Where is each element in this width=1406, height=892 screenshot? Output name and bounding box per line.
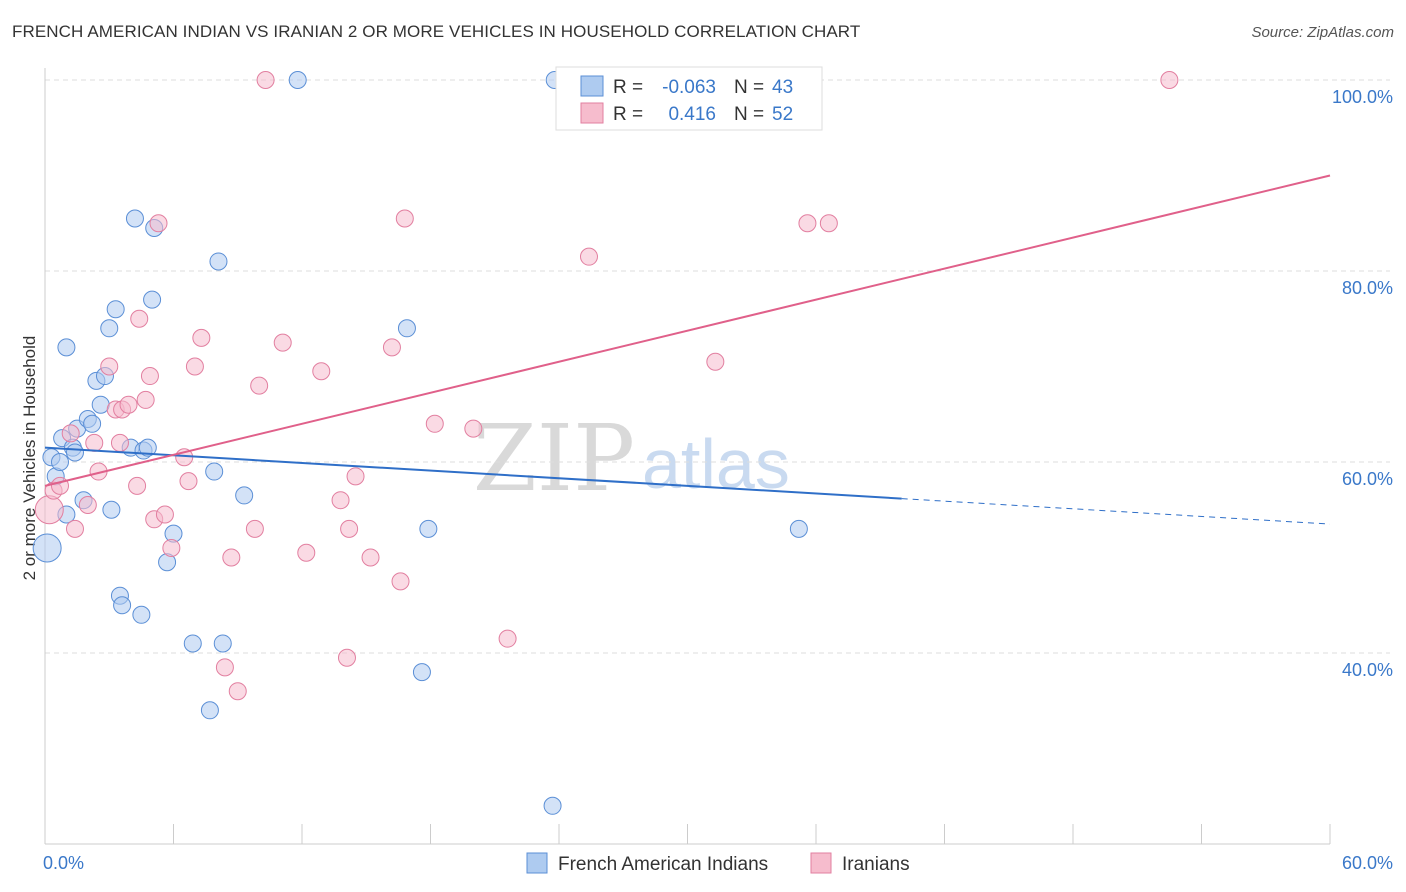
point-french-american-indians bbox=[113, 596, 132, 615]
point-iranians bbox=[128, 476, 147, 495]
point-french-american-indians bbox=[91, 395, 110, 414]
trendline-iranians bbox=[44, 174, 1331, 487]
point-iranians bbox=[312, 362, 331, 381]
point-iranians bbox=[222, 548, 241, 567]
point-french-american-indians bbox=[102, 500, 121, 519]
point-iranians bbox=[256, 71, 275, 89]
point-iranians bbox=[361, 548, 380, 567]
point-iranians bbox=[130, 309, 149, 328]
point-iranians bbox=[382, 338, 401, 357]
watermark-zip: ZIP bbox=[473, 405, 635, 512]
point-french-american-indians bbox=[205, 462, 224, 481]
point-iranians bbox=[337, 648, 356, 667]
point-french-american-indians bbox=[32, 533, 62, 563]
point-iranians bbox=[297, 543, 316, 562]
point-iranians bbox=[579, 247, 598, 266]
point-french-american-indians bbox=[183, 634, 202, 653]
point-iranians bbox=[110, 433, 129, 452]
point-french-american-indians bbox=[106, 300, 125, 319]
point-iranians bbox=[185, 357, 204, 376]
point-iranians bbox=[346, 467, 365, 486]
point-french-american-indians bbox=[209, 252, 228, 271]
point-french-american-indians bbox=[288, 71, 307, 89]
point-iranians bbox=[340, 519, 359, 538]
point-iranians bbox=[119, 395, 138, 414]
point-iranians bbox=[425, 414, 444, 433]
point-french-american-indians bbox=[125, 209, 144, 228]
n-label: N = bbox=[734, 104, 764, 125]
point-french-american-indians bbox=[100, 319, 119, 338]
point-iranians bbox=[61, 424, 80, 443]
point-iranians bbox=[136, 390, 155, 409]
point-iranians bbox=[65, 519, 84, 538]
chart-title: FRENCH AMERICAN INDIAN VS IRANIAN 2 OR M… bbox=[12, 22, 861, 41]
point-iranians bbox=[192, 328, 211, 347]
point-iranians bbox=[395, 209, 414, 228]
point-french-american-indians bbox=[200, 701, 219, 720]
point-iranians bbox=[85, 433, 104, 452]
point-french-american-indians bbox=[543, 796, 562, 815]
point-iranians bbox=[464, 419, 483, 438]
r-label: R = bbox=[613, 104, 643, 125]
stats-legend-swatch bbox=[580, 75, 604, 97]
point-french-american-indians bbox=[138, 438, 157, 457]
point-iranians bbox=[273, 333, 292, 352]
r-value: 0.416 bbox=[668, 104, 716, 125]
source-label: Source: ZipAtlas.com bbox=[1251, 24, 1394, 41]
point-french-american-indians bbox=[235, 486, 254, 505]
point-french-american-indians bbox=[397, 319, 416, 338]
trendline-french-american-indians-projection bbox=[901, 498, 1331, 525]
point-french-american-indians bbox=[412, 663, 431, 682]
point-iranians bbox=[228, 682, 247, 701]
point-iranians bbox=[162, 538, 181, 557]
point-iranians bbox=[149, 214, 168, 233]
point-french-american-indians bbox=[50, 453, 69, 471]
legend-swatch-iranians bbox=[810, 852, 832, 874]
point-french-american-indians bbox=[143, 290, 162, 309]
point-iranians bbox=[798, 214, 817, 233]
point-french-american-indians bbox=[132, 605, 151, 624]
r-value: -0.063 bbox=[662, 77, 716, 98]
point-iranians bbox=[250, 376, 269, 395]
n-value: 52 bbox=[772, 104, 793, 125]
x-tick-label: 60.0% bbox=[1342, 853, 1393, 873]
point-french-american-indians bbox=[213, 634, 232, 653]
point-iranians bbox=[391, 572, 410, 591]
point-iranians bbox=[100, 357, 119, 376]
y-tick-label: 40.0% bbox=[1342, 660, 1393, 680]
n-value: 43 bbox=[772, 77, 793, 98]
stats-legend: R = -0.063 N = 43 R = 0.416 N = 52 bbox=[555, 66, 823, 131]
r-label: R = bbox=[613, 77, 643, 98]
point-iranians bbox=[706, 352, 725, 371]
point-iranians bbox=[140, 367, 159, 386]
point-iranians bbox=[215, 658, 234, 677]
point-iranians bbox=[78, 495, 97, 514]
x-tick-label: 0.0% bbox=[43, 853, 84, 873]
point-french-american-indians bbox=[83, 414, 102, 433]
y-tick-label: 100.0% bbox=[1332, 87, 1393, 107]
trendline-french-american-indians bbox=[44, 446, 902, 500]
legend-label-iranians: Iranians bbox=[842, 854, 910, 875]
legend-swatch-french-american-indians bbox=[526, 852, 548, 874]
point-iranians bbox=[819, 214, 838, 233]
y-tick-label: 80.0% bbox=[1342, 278, 1393, 298]
point-iranians bbox=[498, 629, 517, 648]
point-iranians bbox=[34, 495, 64, 525]
point-french-american-indians bbox=[65, 443, 84, 462]
y-tick-label: 60.0% bbox=[1342, 469, 1393, 489]
point-iranians bbox=[155, 505, 174, 524]
point-french-american-indians bbox=[57, 338, 76, 357]
point-french-american-indians bbox=[419, 519, 438, 538]
point-iranians bbox=[331, 491, 350, 510]
point-french-american-indians bbox=[789, 519, 808, 538]
n-label: N = bbox=[734, 77, 764, 98]
point-iranians bbox=[179, 472, 198, 491]
point-iranians bbox=[245, 519, 264, 538]
series-legend: French American Indians Iranians bbox=[526, 852, 910, 875]
stats-legend-swatch bbox=[580, 102, 604, 124]
legend-label-french-american-indians: French American Indians bbox=[558, 854, 768, 875]
point-iranians bbox=[1160, 71, 1179, 89]
